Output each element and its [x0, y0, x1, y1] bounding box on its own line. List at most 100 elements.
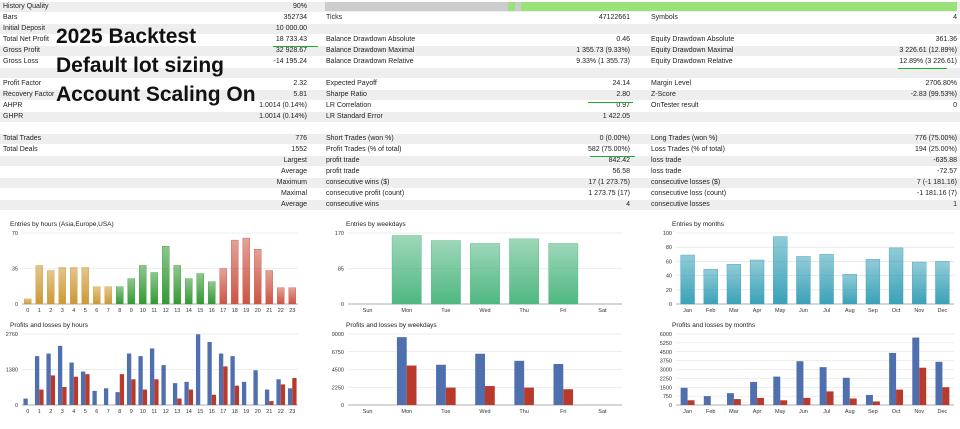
bar	[548, 243, 579, 305]
x-tick-label: 5	[84, 409, 87, 415]
y-tick-label: 1500	[660, 385, 672, 391]
x-tick-label: 12	[163, 308, 169, 314]
report-value: -72.57	[937, 168, 957, 175]
bar	[912, 261, 927, 305]
report-label: Loss Trades (% of total)	[651, 146, 725, 153]
report-value	[805, 24, 957, 34]
x-tick-label: Fri	[560, 308, 566, 314]
report-label: Gross Loss	[3, 58, 39, 65]
loss-bar	[280, 384, 286, 405]
report-value: 0 (0.00%)	[599, 135, 630, 142]
report-label: Balance Drawdown Maximal	[326, 47, 415, 54]
y-tick-label: 1380	[6, 368, 18, 374]
report-label: LR Standard Error	[326, 113, 383, 120]
report-label: Balance Drawdown Relative	[326, 58, 414, 65]
report-row: AHPR 1.0014 (0.14%) LR Correlation 0.97 OnTe…	[0, 101, 960, 111]
profit-bar	[92, 390, 97, 405]
profit-bar	[253, 370, 258, 405]
profit-bar	[553, 363, 564, 405]
x-tick-label: 19	[243, 409, 249, 415]
x-tick-label: Jan	[683, 308, 692, 314]
loss-bar	[942, 387, 950, 405]
report-label: loss trade	[651, 157, 682, 164]
chart-title: Profits and losses by months	[672, 322, 756, 329]
bar	[703, 269, 718, 305]
loss-bar	[119, 374, 125, 405]
y-tick-label: 9000	[332, 332, 344, 338]
y-tick-label: 70	[12, 231, 18, 237]
x-tick-label: 11	[151, 409, 157, 415]
report-label: consecutive loss (count)	[651, 190, 727, 197]
bar	[208, 281, 216, 305]
chart-pl_weekdays: Profits and losses by weekdays 9000 6750 45…	[326, 322, 626, 418]
loss-bar	[142, 389, 148, 405]
y-tick-label: 3750	[660, 359, 672, 365]
report-value: 352734	[283, 14, 307, 21]
report-row	[0, 123, 960, 133]
x-tick-label: 21	[266, 308, 272, 314]
profit-bar	[396, 337, 407, 405]
profit-bar	[172, 383, 178, 405]
x-tick-label: 6	[95, 308, 98, 314]
x-tick-label: 6	[95, 409, 98, 415]
report-label: Equity Drawdown Maximal	[651, 47, 734, 54]
y-tick-label: 2250	[332, 385, 344, 391]
x-tick-label: Sat	[598, 409, 607, 415]
x-tick-label: 16	[209, 308, 215, 314]
report-label: profit trade	[326, 168, 360, 175]
report-label: GHPR	[3, 113, 24, 120]
profit-bar	[912, 337, 920, 405]
x-tick-label: 12	[163, 409, 169, 415]
x-tick-label: May	[775, 409, 786, 415]
x-tick-label: Dec	[938, 409, 948, 415]
bar	[219, 268, 227, 305]
highlight-underline	[588, 102, 633, 103]
profit-bar	[514, 360, 525, 405]
bar	[47, 270, 55, 305]
x-tick-label: 11	[151, 308, 157, 314]
x-tick-label: 19	[243, 308, 249, 314]
x-tick-label: Jul	[823, 409, 830, 415]
report-row: Gross Profit 32 928.67 Balance Drawdown Ma…	[0, 46, 960, 56]
x-tick-label: Dec	[938, 308, 948, 314]
x-tick-label: 16	[209, 409, 215, 415]
x-tick-label: 0	[26, 409, 29, 415]
report-value: 0	[953, 102, 957, 109]
bar	[150, 272, 158, 305]
report-value	[480, 24, 630, 34]
highlight-underline	[898, 68, 947, 69]
loss-bar	[211, 394, 217, 405]
profit-bar	[889, 352, 897, 405]
y-tick-label: 80	[666, 245, 672, 251]
report-value: -14 195.24	[273, 58, 307, 65]
y-tick-label: 0	[669, 302, 672, 308]
y-tick-label: 2250	[660, 376, 672, 382]
report-value: 32 928.67	[275, 47, 307, 54]
report-value: 776 (75.00%)	[914, 135, 957, 142]
report-value: 12.89% (3 226.61)	[899, 58, 957, 65]
loss-bar	[177, 398, 182, 405]
profit-bar	[230, 356, 235, 405]
y-tick-label: 0	[15, 302, 18, 308]
x-tick-label: 20	[255, 409, 261, 415]
bar	[24, 298, 32, 305]
report-value: 1 273.75 (17)	[588, 190, 630, 197]
report-value: 18 733.43	[275, 36, 307, 43]
bar	[865, 259, 881, 305]
report-row: Average consecutive wins 4 consecutive loss…	[0, 200, 960, 210]
report-value: -2.83 (99.53%)	[910, 91, 957, 98]
loss-bar	[826, 391, 834, 405]
x-tick-label: Feb	[706, 409, 715, 415]
report-row: Maximum consecutive wins ($) 17 (1 273.75)…	[0, 178, 960, 188]
highlight-underline	[273, 46, 318, 47]
report-label: History Quality	[3, 3, 49, 10]
x-tick-label: 18	[232, 409, 238, 415]
profit-bar	[819, 367, 827, 405]
report-label	[3, 167, 153, 177]
report-value: 4	[626, 201, 630, 208]
report-value: 24.14	[612, 80, 630, 87]
chart-svg: 9000 6750 4500 2250 0 Sun Mon Tue Wed Thu Fri Sat	[332, 332, 622, 415]
loss-bar	[872, 401, 880, 405]
x-tick-label: 15	[197, 409, 203, 415]
report-value: 361.36	[935, 36, 957, 43]
